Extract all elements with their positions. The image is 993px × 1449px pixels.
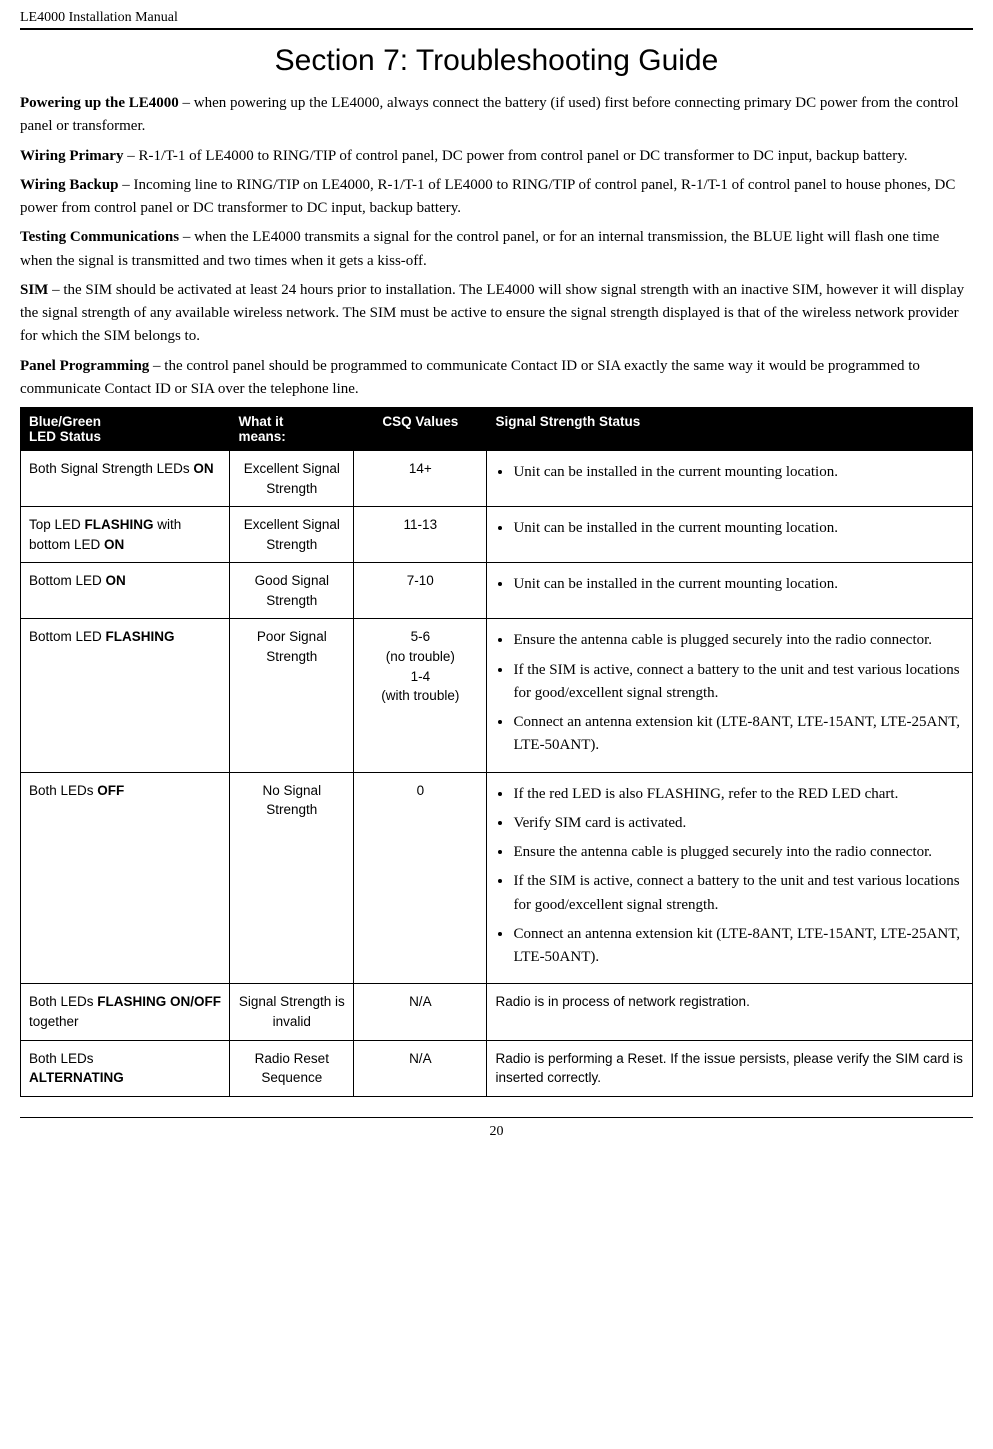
cell-csq: 5-6 (no trouble) 1-4 (with trouble) bbox=[354, 619, 487, 772]
table-row: Bottom LED FLASHING Poor Signal Strength… bbox=[21, 619, 973, 772]
para-testing-comm: Testing Communications – when the LE4000… bbox=[20, 226, 973, 273]
list-item: Verify SIM card is activated. bbox=[513, 812, 964, 835]
section-title: Section 7: Troubleshooting Guide bbox=[20, 44, 973, 78]
cell-status: Unit can be installed in the current mou… bbox=[487, 507, 973, 563]
page-number: 20 bbox=[20, 1124, 973, 1140]
cell-meaning: Radio Reset Sequence bbox=[230, 1040, 354, 1096]
cell-led-status: Bottom LED FLASHING bbox=[21, 619, 230, 772]
list-item: Unit can be installed in the current mou… bbox=[513, 461, 964, 484]
cell-csq: 0 bbox=[354, 772, 487, 984]
cell-meaning: Excellent Signal Strength bbox=[230, 507, 354, 563]
page-header: LE4000 Installation Manual bbox=[20, 10, 973, 26]
para-label: SIM bbox=[20, 282, 48, 298]
cell-csq: 14+ bbox=[354, 451, 487, 507]
cell-status: Radio is performing a Reset. If the issu… bbox=[487, 1040, 973, 1096]
cell-led-status: Both LEDs OFF bbox=[21, 772, 230, 984]
list-item: Connect an antenna extension kit (LTE-8A… bbox=[513, 711, 964, 758]
cell-led-status: Top LED FLASHING with bottom LED ON bbox=[21, 507, 230, 563]
para-label: Wiring Backup bbox=[20, 177, 119, 193]
cell-meaning: Good Signal Strength bbox=[230, 563, 354, 619]
cell-status: Unit can be installed in the current mou… bbox=[487, 451, 973, 507]
list-item: Unit can be installed in the current mou… bbox=[513, 573, 964, 596]
cell-status: Ensure the antenna cable is plugged secu… bbox=[487, 619, 973, 772]
cell-led-status: Both LEDs ALTERNATING bbox=[21, 1040, 230, 1096]
cell-led-status: Bottom LED ON bbox=[21, 563, 230, 619]
list-item: If the SIM is active, connect a battery … bbox=[513, 870, 964, 917]
para-wiring-primary: Wiring Primary – R-1/T-1 of LE4000 to RI… bbox=[20, 145, 973, 168]
cell-csq: N/A bbox=[354, 1040, 487, 1096]
th-what-it-means: What itmeans: bbox=[230, 408, 354, 451]
list-item: If the SIM is active, connect a battery … bbox=[513, 659, 964, 706]
para-sim: SIM – the SIM should be activated at lea… bbox=[20, 279, 973, 349]
th-led-status: Blue/GreenLED Status bbox=[21, 408, 230, 451]
table-row: Both Signal Strength LEDs ON Excellent S… bbox=[21, 451, 973, 507]
list-item: Ensure the antenna cable is plugged secu… bbox=[513, 841, 964, 864]
table-row: Both LEDs ALTERNATING Radio Reset Sequen… bbox=[21, 1040, 973, 1096]
para-label: Testing Communications bbox=[20, 229, 179, 245]
cell-led-status: Both Signal Strength LEDs ON bbox=[21, 451, 230, 507]
para-label: Panel Programming bbox=[20, 358, 149, 374]
cell-csq: 7-10 bbox=[354, 563, 487, 619]
table-row: Both LEDs FLASHING ON/OFF together Signa… bbox=[21, 984, 973, 1040]
led-status-table: Blue/GreenLED Status What itmeans: CSQ V… bbox=[20, 407, 973, 1097]
cell-csq: 11-13 bbox=[354, 507, 487, 563]
list-item: Unit can be installed in the current mou… bbox=[513, 517, 964, 540]
cell-meaning: Poor Signal Strength bbox=[230, 619, 354, 772]
header-rule bbox=[20, 28, 973, 30]
cell-status: Radio is in process of network registrat… bbox=[487, 984, 973, 1040]
para-label: Wiring Primary bbox=[20, 148, 123, 164]
table-header-row: Blue/GreenLED Status What itmeans: CSQ V… bbox=[21, 408, 973, 451]
para-panel-programming: Panel Programming – the control panel sh… bbox=[20, 355, 973, 402]
table-row: Both LEDs OFF No Signal Strength 0 If th… bbox=[21, 772, 973, 984]
para-wiring-backup: Wiring Backup – Incoming line to RING/TI… bbox=[20, 174, 973, 221]
cell-csq: N/A bbox=[354, 984, 487, 1040]
th-csq-values: CSQ Values bbox=[354, 408, 487, 451]
para-text: – the SIM should be activated at least 2… bbox=[20, 282, 964, 345]
cell-status: Unit can be installed in the current mou… bbox=[487, 563, 973, 619]
footer-rule bbox=[20, 1117, 973, 1118]
cell-meaning: Signal Strength is invalid bbox=[230, 984, 354, 1040]
para-text: – the control panel should be programmed… bbox=[20, 358, 920, 397]
cell-meaning: Excellent Signal Strength bbox=[230, 451, 354, 507]
cell-meaning: No Signal Strength bbox=[230, 772, 354, 984]
para-text: – R-1/T-1 of LE4000 to RING/TIP of contr… bbox=[123, 148, 907, 164]
cell-status: If the red LED is also FLASHING, refer t… bbox=[487, 772, 973, 984]
para-powering-up: Powering up the LE4000 – when powering u… bbox=[20, 92, 973, 139]
table-row: Bottom LED ON Good Signal Strength 7-10 … bbox=[21, 563, 973, 619]
th-signal-strength-status: Signal Strength Status bbox=[487, 408, 973, 451]
list-item: Ensure the antenna cable is plugged secu… bbox=[513, 629, 964, 652]
list-item: If the red LED is also FLASHING, refer t… bbox=[513, 783, 964, 806]
para-label: Powering up the LE4000 bbox=[20, 95, 179, 111]
para-text: – Incoming line to RING/TIP on LE4000, R… bbox=[20, 177, 955, 216]
table-row: Top LED FLASHING with bottom LED ON Exce… bbox=[21, 507, 973, 563]
cell-led-status: Both LEDs FLASHING ON/OFF together bbox=[21, 984, 230, 1040]
list-item: Connect an antenna extension kit (LTE-8A… bbox=[513, 923, 964, 970]
